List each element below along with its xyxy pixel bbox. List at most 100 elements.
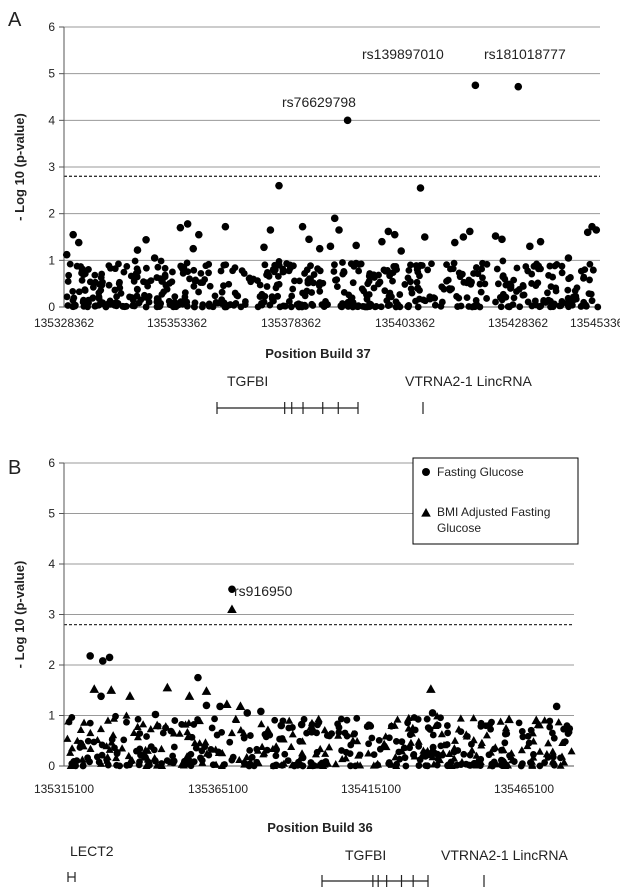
bg-circle-point	[123, 718, 130, 726]
bg-circle-point	[240, 734, 248, 742]
bg-circle-point	[115, 260, 122, 268]
bg-triangle-point	[535, 747, 544, 755]
bg-circle-point	[546, 717, 554, 725]
data-point-circle-26	[420, 233, 429, 241]
data-point-circle-6	[297, 720, 306, 729]
bg-circle-point	[220, 299, 228, 307]
data-point-circle-3	[194, 673, 202, 682]
bg-circle-point	[186, 275, 193, 283]
bg-circle-point	[587, 290, 595, 298]
bg-circle-point	[197, 269, 205, 277]
bg-circle-point	[580, 274, 587, 282]
bg-circle-point	[530, 751, 537, 758]
panel-label: B	[8, 457, 21, 479]
bg-triangle-point	[141, 745, 150, 754]
bg-circle-point	[211, 715, 218, 723]
data-point-triangle-10	[152, 720, 162, 730]
bg-circle-point	[205, 300, 213, 308]
bg-triangle-point	[437, 730, 446, 738]
bg-circle-point	[91, 271, 99, 279]
bg-circle-point	[63, 293, 71, 301]
bg-circle-point	[285, 724, 293, 732]
bg-circle-point	[211, 292, 219, 300]
bg-circle-point	[497, 303, 505, 311]
bg-circle-point	[462, 760, 470, 768]
bg-circle-point	[572, 295, 580, 303]
bg-circle-point	[296, 277, 303, 285]
bg-triangle-point	[486, 748, 495, 756]
bg-triangle-point	[93, 735, 102, 744]
bg-circle-point	[375, 280, 382, 288]
bg-circle-point	[171, 717, 179, 724]
bg-triangle-point	[439, 748, 448, 757]
bg-circle-point	[499, 257, 507, 265]
bg-triangle-point	[86, 728, 95, 737]
bg-circle-point	[573, 284, 581, 292]
bg-triangle-point	[356, 761, 365, 769]
panel-label: A	[8, 9, 22, 31]
bg-circle-point	[70, 758, 78, 765]
bg-circle-point	[366, 270, 374, 277]
bg-triangle-point	[218, 749, 227, 757]
bg-circle-point	[398, 738, 406, 746]
bg-circle-point	[305, 279, 312, 287]
bg-circle-point	[65, 718, 73, 726]
bg-circle-point	[474, 270, 482, 278]
bg-circle-point	[286, 261, 294, 269]
x-tick-label-135465100: 135465100	[494, 782, 554, 796]
snp-label-rs76629798: rs76629798	[282, 94, 356, 110]
bg-circle-point	[153, 274, 161, 281]
data-point-circle-15	[277, 721, 286, 730]
data-point-triangle-6	[227, 604, 237, 614]
x-tick-label-135415100: 135415100	[341, 782, 401, 796]
bg-circle-point	[120, 268, 128, 276]
data-point-circle-19	[335, 226, 343, 234]
bg-circle-point	[368, 734, 376, 742]
bg-circle-point	[263, 271, 270, 279]
bg-circle-point	[552, 287, 560, 295]
bg-circle-point	[86, 278, 94, 286]
bg-circle-point	[517, 762, 525, 770]
bg-circle-point	[75, 288, 83, 296]
bg-circle-point	[105, 281, 113, 289]
bg-triangle-point	[239, 729, 248, 737]
bg-circle-point	[513, 288, 520, 295]
panel-a-gridlines	[64, 26, 600, 261]
bg-circle-point	[289, 285, 297, 293]
data-point-circle-0	[62, 250, 71, 259]
bg-circle-point	[261, 261, 269, 269]
bg-circle-point	[333, 283, 341, 291]
bg-circle-point	[558, 269, 566, 277]
data-point-circle-16	[315, 244, 324, 253]
bg-circle-point	[460, 750, 468, 758]
bg-circle-point	[167, 727, 175, 735]
y-axis-label: - Log 10 (p-value)	[12, 561, 27, 669]
bg-circle-point	[430, 294, 438, 302]
bg-triangle-point	[259, 750, 268, 758]
bg-circle-point	[295, 300, 303, 308]
bg-circle-point	[455, 294, 463, 302]
bg-triangle-point	[102, 742, 111, 750]
bg-circle-point	[482, 722, 490, 730]
bg-circle-point	[501, 739, 509, 747]
bg-circle-point	[424, 266, 432, 274]
data-point-triangle-8	[504, 714, 514, 724]
panel-b-genes: LECT2 TGFBI VTRNA2-1 LincRNA	[67, 843, 568, 887]
panel-b-points	[63, 585, 576, 770]
bg-circle-point	[438, 283, 446, 291]
bg-circle-point	[443, 261, 450, 269]
bg-circle-point	[70, 294, 78, 302]
bg-circle-point	[217, 267, 225, 275]
bg-circle-point	[468, 278, 475, 286]
bg-triangle-point	[279, 759, 288, 767]
bg-triangle-point	[567, 747, 576, 755]
bg-circle-point	[279, 268, 287, 276]
bg-circle-point	[364, 280, 372, 288]
bg-circle-point	[206, 282, 214, 290]
bg-circle-point	[396, 755, 404, 763]
bg-circle-point	[522, 263, 530, 270]
bg-circle-point	[413, 278, 421, 286]
bg-circle-point	[478, 265, 486, 273]
bg-circle-point	[281, 750, 289, 758]
bg-circle-point	[274, 272, 282, 280]
